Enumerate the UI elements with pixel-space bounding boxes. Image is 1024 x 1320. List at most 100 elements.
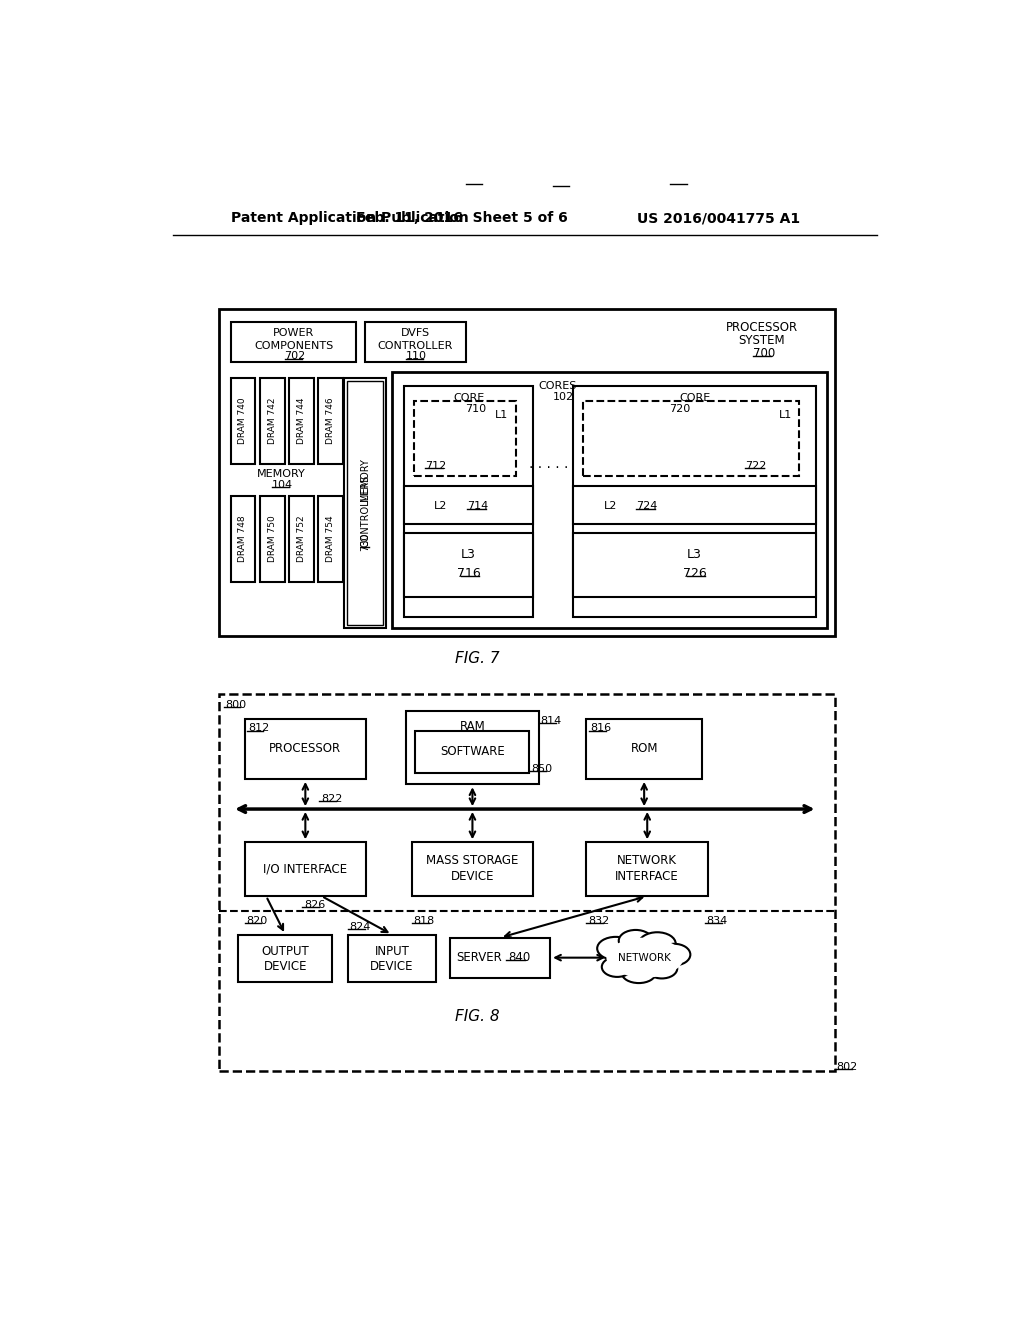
Text: DRAM 742: DRAM 742 xyxy=(267,397,276,445)
Bar xyxy=(344,378,386,628)
Text: MASS STORAGE: MASS STORAGE xyxy=(426,854,518,867)
Text: 720: 720 xyxy=(670,404,691,413)
Text: DRAM 744: DRAM 744 xyxy=(297,397,306,445)
Bar xyxy=(573,486,816,524)
Bar xyxy=(230,378,255,465)
Text: 800: 800 xyxy=(225,700,247,710)
Bar xyxy=(451,937,550,978)
Bar xyxy=(245,719,367,779)
Text: Patent Application Publication: Patent Application Publication xyxy=(230,211,468,226)
Text: 814: 814 xyxy=(541,715,561,726)
Bar xyxy=(573,385,816,616)
Text: CONTROLLER: CONTROLLER xyxy=(378,341,454,351)
Text: DRAM 754: DRAM 754 xyxy=(327,516,335,562)
Text: FIG. 7: FIG. 7 xyxy=(455,651,500,667)
Bar xyxy=(239,935,333,982)
Text: PROCESSOR: PROCESSOR xyxy=(269,742,341,755)
Text: 722: 722 xyxy=(745,461,766,471)
Text: 702: 702 xyxy=(285,351,306,362)
Text: L1: L1 xyxy=(778,409,792,420)
Text: Feb. 11, 2016  Sheet 5 of 6: Feb. 11, 2016 Sheet 5 of 6 xyxy=(355,211,567,226)
Bar xyxy=(584,401,799,477)
Text: SYSTEM: SYSTEM xyxy=(738,334,785,347)
Text: 840: 840 xyxy=(508,952,530,964)
Text: OUTPUT: OUTPUT xyxy=(261,945,309,958)
Text: 700: 700 xyxy=(753,347,775,360)
Text: MEMORY: MEMORY xyxy=(257,469,306,479)
Bar xyxy=(318,496,343,582)
Bar xyxy=(392,372,827,628)
Text: L2: L2 xyxy=(434,502,447,511)
Ellipse shape xyxy=(646,958,677,978)
Text: 724: 724 xyxy=(637,502,657,511)
Bar xyxy=(587,719,701,779)
Text: ROM: ROM xyxy=(631,742,657,755)
Text: L3: L3 xyxy=(461,548,476,561)
Ellipse shape xyxy=(639,932,676,956)
Text: DRAM 746: DRAM 746 xyxy=(327,397,335,445)
Text: 826: 826 xyxy=(304,899,325,909)
Bar xyxy=(407,711,539,784)
Text: 714: 714 xyxy=(467,502,488,511)
Bar xyxy=(366,322,466,363)
Text: MEMORY: MEMORY xyxy=(360,458,370,502)
Bar xyxy=(403,486,534,524)
Text: 726: 726 xyxy=(683,566,707,579)
Text: . . . . .: . . . . . xyxy=(529,457,568,471)
Bar xyxy=(219,693,836,1071)
Ellipse shape xyxy=(618,929,652,952)
Bar xyxy=(260,378,285,465)
Text: SOFTWARE: SOFTWARE xyxy=(440,746,505,758)
Text: 730: 730 xyxy=(360,532,370,550)
Text: DRAM 752: DRAM 752 xyxy=(297,516,306,562)
Bar xyxy=(587,842,708,896)
Text: NETWORK: NETWORK xyxy=(617,854,677,867)
Text: DRAM 750: DRAM 750 xyxy=(267,515,276,562)
Text: 818: 818 xyxy=(413,916,434,925)
Ellipse shape xyxy=(658,944,690,965)
Text: DEVICE: DEVICE xyxy=(451,870,495,883)
Text: INPUT: INPUT xyxy=(375,945,410,958)
Text: INTERFACE: INTERFACE xyxy=(615,870,679,883)
Text: 820: 820 xyxy=(246,916,267,925)
Text: I/O INTERFACE: I/O INTERFACE xyxy=(263,862,347,875)
Text: CONTROLLERS: CONTROLLERS xyxy=(360,475,370,546)
Text: 710: 710 xyxy=(466,404,486,413)
Bar xyxy=(573,533,816,597)
Text: COMPONENTS: COMPONENTS xyxy=(254,341,334,351)
Bar xyxy=(260,496,285,582)
Text: 824: 824 xyxy=(349,921,371,932)
Ellipse shape xyxy=(597,937,634,960)
Bar xyxy=(289,378,313,465)
Ellipse shape xyxy=(622,964,655,983)
Bar xyxy=(289,496,313,582)
Bar xyxy=(403,385,534,616)
Text: POWER: POWER xyxy=(273,329,314,338)
Text: 802: 802 xyxy=(837,1063,858,1072)
Bar xyxy=(416,730,529,774)
Text: 850: 850 xyxy=(531,764,552,774)
Bar xyxy=(230,322,356,363)
Bar xyxy=(403,533,534,597)
Text: 712: 712 xyxy=(425,461,445,471)
Text: CORES: CORES xyxy=(539,380,578,391)
Bar xyxy=(348,935,436,982)
Text: 822: 822 xyxy=(321,795,342,804)
Text: 104: 104 xyxy=(272,480,293,490)
Bar xyxy=(318,378,343,465)
Text: 110: 110 xyxy=(407,351,427,362)
Text: SERVER: SERVER xyxy=(457,952,502,964)
Text: 716: 716 xyxy=(457,566,480,579)
Text: L1: L1 xyxy=(495,409,508,420)
Ellipse shape xyxy=(602,957,633,977)
Bar xyxy=(412,842,534,896)
Bar xyxy=(219,309,836,636)
Text: PROCESSOR: PROCESSOR xyxy=(726,321,798,334)
Text: L3: L3 xyxy=(687,548,702,561)
Text: CORE: CORE xyxy=(679,393,711,403)
Text: 832: 832 xyxy=(588,916,609,925)
Bar xyxy=(414,401,515,477)
Text: RAM: RAM xyxy=(460,721,485,733)
Text: CORE: CORE xyxy=(453,393,484,403)
Text: 816: 816 xyxy=(590,723,611,733)
